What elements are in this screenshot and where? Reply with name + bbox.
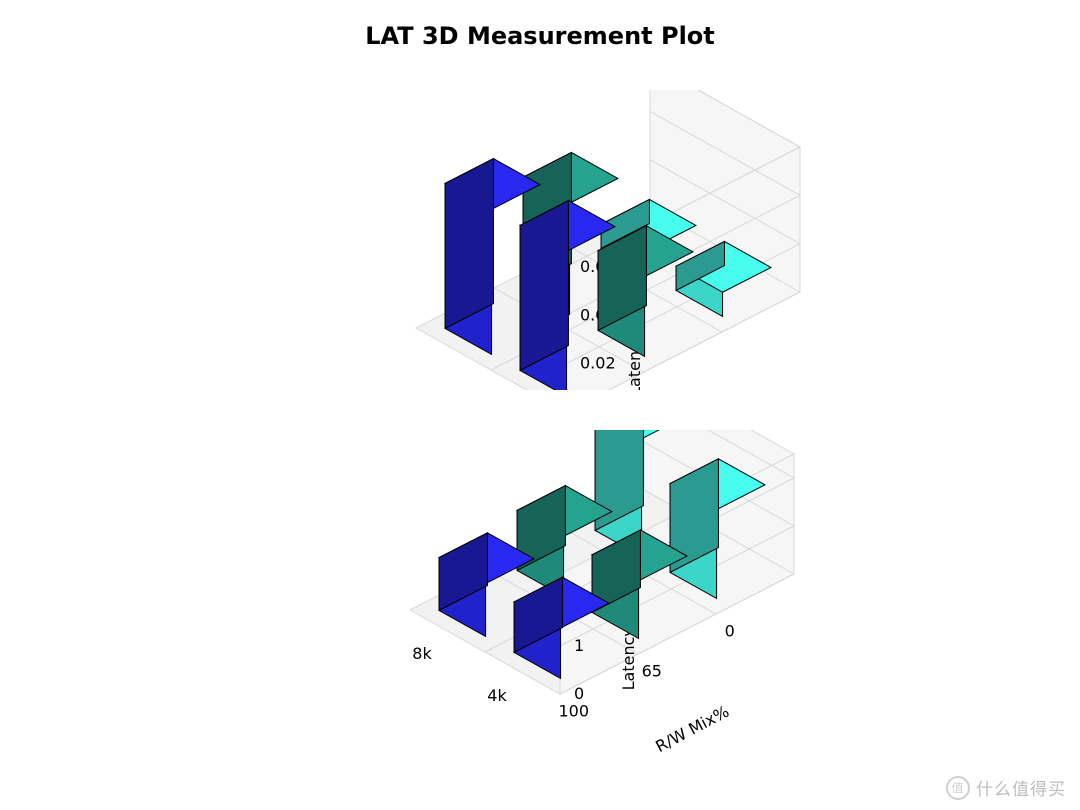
page-title: LAT 3D Measurement Plot	[0, 22, 1080, 50]
svg-text:100: 100	[558, 702, 589, 721]
top-3d-bar-chart: 0.000.020.040.06Latency (ms)	[350, 90, 830, 390]
watermark-text: 什么值得买	[976, 775, 1066, 800]
svg-text:8k: 8k	[412, 644, 432, 663]
watermark-icon: 值	[946, 776, 970, 800]
svg-text:0: 0	[574, 684, 584, 703]
bottom-3d-bar-chart: 012Latency (ms)8k4k100650R/W Mix%	[350, 430, 830, 770]
svg-text:0: 0	[725, 622, 735, 641]
watermark: 值 什么值得买	[946, 775, 1066, 800]
svg-text:R/W Mix%: R/W Mix%	[652, 702, 732, 756]
svg-text:1: 1	[574, 636, 584, 655]
svg-text:0.02: 0.02	[580, 354, 616, 373]
svg-text:65: 65	[642, 662, 662, 681]
svg-text:4k: 4k	[487, 686, 507, 705]
